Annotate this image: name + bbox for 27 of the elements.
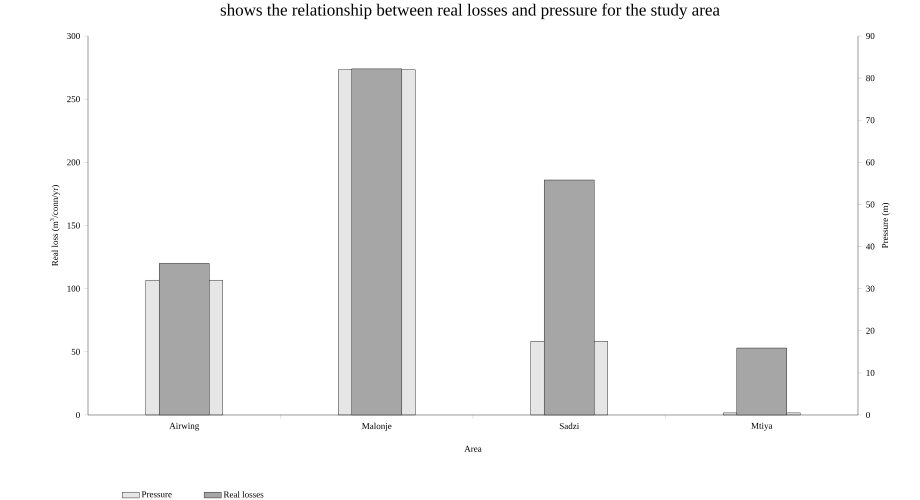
y2-tick-label: 30 bbox=[866, 286, 874, 292]
y2-tick-label: 20 bbox=[866, 328, 874, 334]
legend-label: Real losses bbox=[224, 491, 264, 498]
x-axis-title: Area bbox=[464, 446, 482, 452]
x-tick-label: Malonje bbox=[362, 422, 392, 431]
y2-tick-label: 50 bbox=[866, 201, 874, 208]
y2-tick-label: 10 bbox=[866, 370, 874, 376]
y2-tick-label: 60 bbox=[866, 159, 874, 166]
x-tick-label: Sadzi bbox=[560, 422, 580, 430]
y-tick-label: 200 bbox=[67, 159, 80, 166]
y-axis-title: Real loss (m$^{3}$/conn/yr) bbox=[50, 185, 60, 266]
y-tick-label: 0 bbox=[76, 412, 80, 418]
y-tick-label: 250 bbox=[67, 96, 80, 102]
y2-tick-label: 0 bbox=[866, 412, 870, 418]
y2-axis-title: Pressure (m) bbox=[882, 203, 890, 248]
x-tick-label: Mtiya bbox=[751, 422, 772, 431]
chart-title: shows the relationship between real losses and pressure for the study area bbox=[220, 4, 720, 20]
y2-tick-label: 70 bbox=[866, 117, 874, 124]
y2-tick-label: 40 bbox=[866, 244, 874, 250]
x-tick-label: Airwing bbox=[169, 422, 200, 431]
y-tick-label: 100 bbox=[67, 286, 80, 292]
y-tick-label: 300 bbox=[67, 32, 80, 40]
y-tick-label: 150 bbox=[67, 222, 80, 229]
legend-label: Pressure bbox=[142, 491, 172, 498]
y2-tick-label: 80 bbox=[866, 75, 874, 82]
y2-tick-label: 90 bbox=[866, 32, 874, 40]
y-tick-label: 50 bbox=[72, 348, 80, 355]
